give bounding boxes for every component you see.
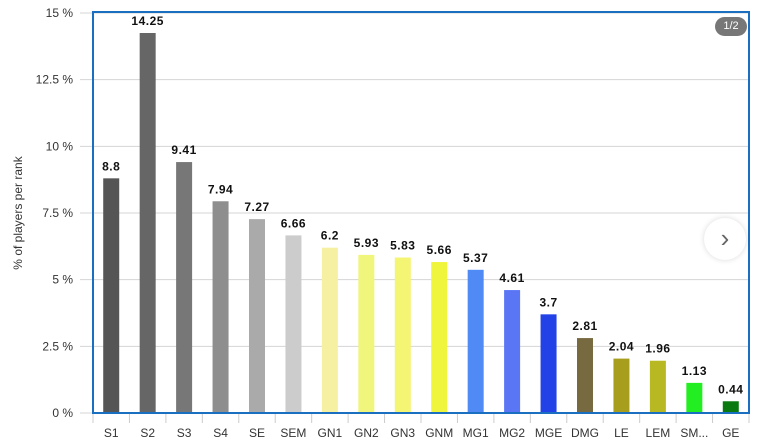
x-tick-label: GN2	[354, 426, 379, 440]
data-label: 6.66	[281, 216, 306, 230]
data-label: 8.8	[102, 159, 120, 173]
data-label: 5.66	[427, 243, 452, 257]
bar-ge	[722, 401, 739, 413]
x-tick-label: LE	[614, 426, 629, 440]
y-tick-label: 15 %	[46, 6, 74, 20]
x-tick-label: GNM	[425, 426, 453, 440]
bar-gnm	[431, 262, 448, 413]
data-label: 7.94	[208, 182, 233, 196]
x-tick-label: SE	[249, 426, 265, 440]
x-tick-label: SM...	[680, 426, 708, 440]
data-label: 3.7	[539, 295, 557, 309]
data-label: 4.61	[499, 271, 524, 285]
data-label: 14.25	[131, 14, 164, 28]
data-label: 2.04	[609, 340, 634, 354]
data-label: 0.44	[718, 382, 743, 396]
bar-lem	[649, 360, 666, 413]
bar-sem	[285, 235, 302, 413]
data-label: 7.27	[244, 200, 269, 214]
y-tick-label: 2.5 %	[42, 339, 73, 353]
bar-s1	[103, 178, 120, 413]
bar-gn3	[394, 257, 411, 413]
y-tick-label: 5 %	[52, 273, 73, 287]
data-label: 5.37	[463, 251, 488, 265]
data-label: 1.13	[682, 364, 707, 378]
data-label: 1.96	[645, 342, 670, 356]
next-chart-button[interactable]: ›	[704, 218, 746, 260]
x-tick-label: MG2	[499, 426, 525, 440]
data-label: 2.81	[572, 319, 597, 333]
x-tick-label: LEM	[646, 426, 671, 440]
bar-sm	[686, 382, 703, 413]
bar-s2	[139, 33, 156, 413]
plot-frame	[92, 11, 750, 414]
bar-gn1	[321, 247, 338, 413]
bar-mge	[540, 314, 557, 413]
bar-le	[613, 358, 630, 413]
page-indicator-badge: 1/2	[715, 17, 747, 36]
x-tick-label: S2	[140, 426, 155, 440]
y-tick-label: 0 %	[52, 406, 73, 420]
data-label: 9.41	[171, 143, 196, 157]
x-tick-label: MGE	[535, 426, 562, 440]
x-tick-label: MG1	[463, 426, 489, 440]
bar-mg1	[467, 269, 484, 413]
x-tick-label: GN3	[390, 426, 415, 440]
y-tick-label: 10 %	[46, 139, 74, 153]
bar-s4	[212, 201, 229, 413]
y-axis-title: % of players per rank	[11, 155, 25, 269]
x-tick-label: SEM	[280, 426, 306, 440]
bar-gn2	[358, 254, 375, 413]
bar-se	[249, 219, 265, 413]
x-tick-label: S3	[177, 426, 192, 440]
x-tick-label: S4	[213, 426, 228, 440]
bar-mg2	[504, 290, 521, 413]
x-tick-label: S1	[104, 426, 119, 440]
x-tick-label: GE	[722, 426, 739, 440]
data-label: 5.93	[354, 236, 379, 250]
x-tick-label: DMG	[571, 426, 599, 440]
y-tick-label: 12.5 %	[36, 73, 74, 87]
data-label: 6.2	[321, 229, 339, 243]
y-tick-label: 7.5 %	[42, 206, 73, 220]
bar-dmg	[577, 338, 593, 413]
data-label: 5.83	[390, 239, 415, 253]
bar-s3	[176, 162, 193, 413]
x-tick-label: GN1	[318, 426, 343, 440]
